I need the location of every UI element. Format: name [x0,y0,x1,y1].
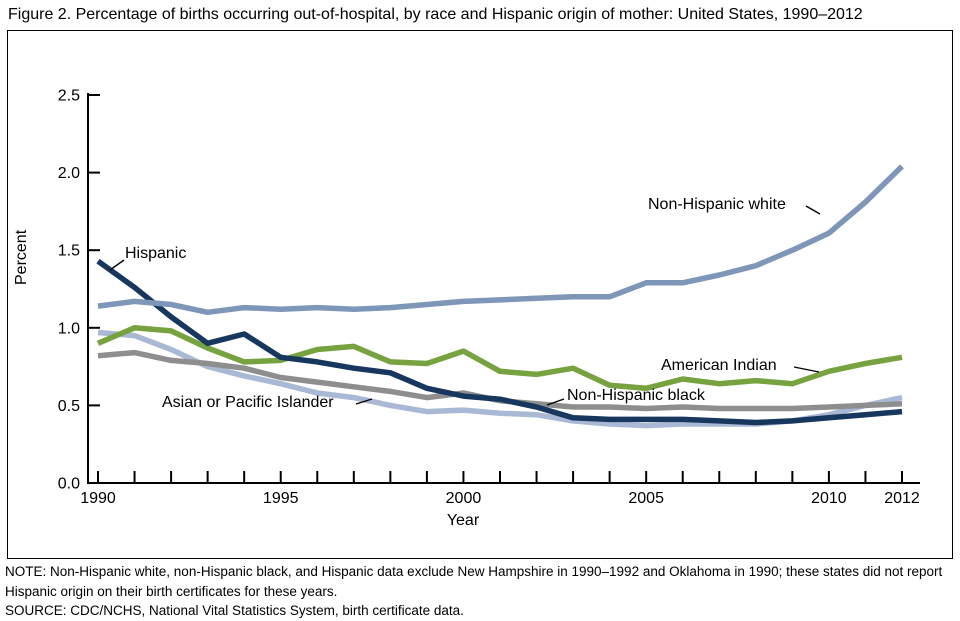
series-label-non-hispanic-white: Non-Hispanic white [648,196,786,213]
leader-line-asian [355,398,373,405]
leader-line-amindian [793,366,820,373]
figure-title: Figure 2. Percentage of births occurring… [8,6,863,23]
series-line-hispanic [96,258,903,426]
leader-line-hispanic [109,259,125,271]
x-tick-label: 2000 [446,490,482,507]
y-tick-label: 1.5 [58,243,80,260]
series-label-american-indian: American Indian [661,357,777,374]
footnotes: NOTE: Non-Hispanic white, non-Hispanic b… [5,562,955,621]
series-label-non-hispanic-black: Non-Hispanic black [567,387,705,404]
x-tick-label: 1995 [263,490,299,507]
source-text: SOURCE: CDC/NCHS, National Vital Statist… [5,603,464,619]
x-axis-label: Year [446,512,480,529]
x-tick-label: 1990 [80,490,116,507]
series-label-hispanic: Hispanic [125,245,187,262]
x-tick-label: 2012 [884,490,920,507]
y-tick-label: 1.0 [58,320,80,337]
leader-line-black [546,398,565,406]
series-line-american-indian [96,325,903,392]
x-tick-label: 2005 [628,490,664,507]
leader-line-white [805,205,821,215]
series-label-asian-pacific-islander: Asian or Pacific Islander [162,394,334,411]
y-tick-label: 0.5 [58,398,80,415]
x-tick-label: 2010 [811,490,847,507]
series-line-non-hispanic-white [97,164,904,316]
y-axis-label: Percent [13,229,30,285]
y-tick-label: 0.0 [58,476,80,493]
chart-frame [7,30,953,559]
note-text: NOTE: Non-Hispanic white, non-Hispanic b… [5,564,943,599]
y-tick-label: 2.0 [58,165,80,182]
y-tick-label: 2.5 [58,88,80,105]
